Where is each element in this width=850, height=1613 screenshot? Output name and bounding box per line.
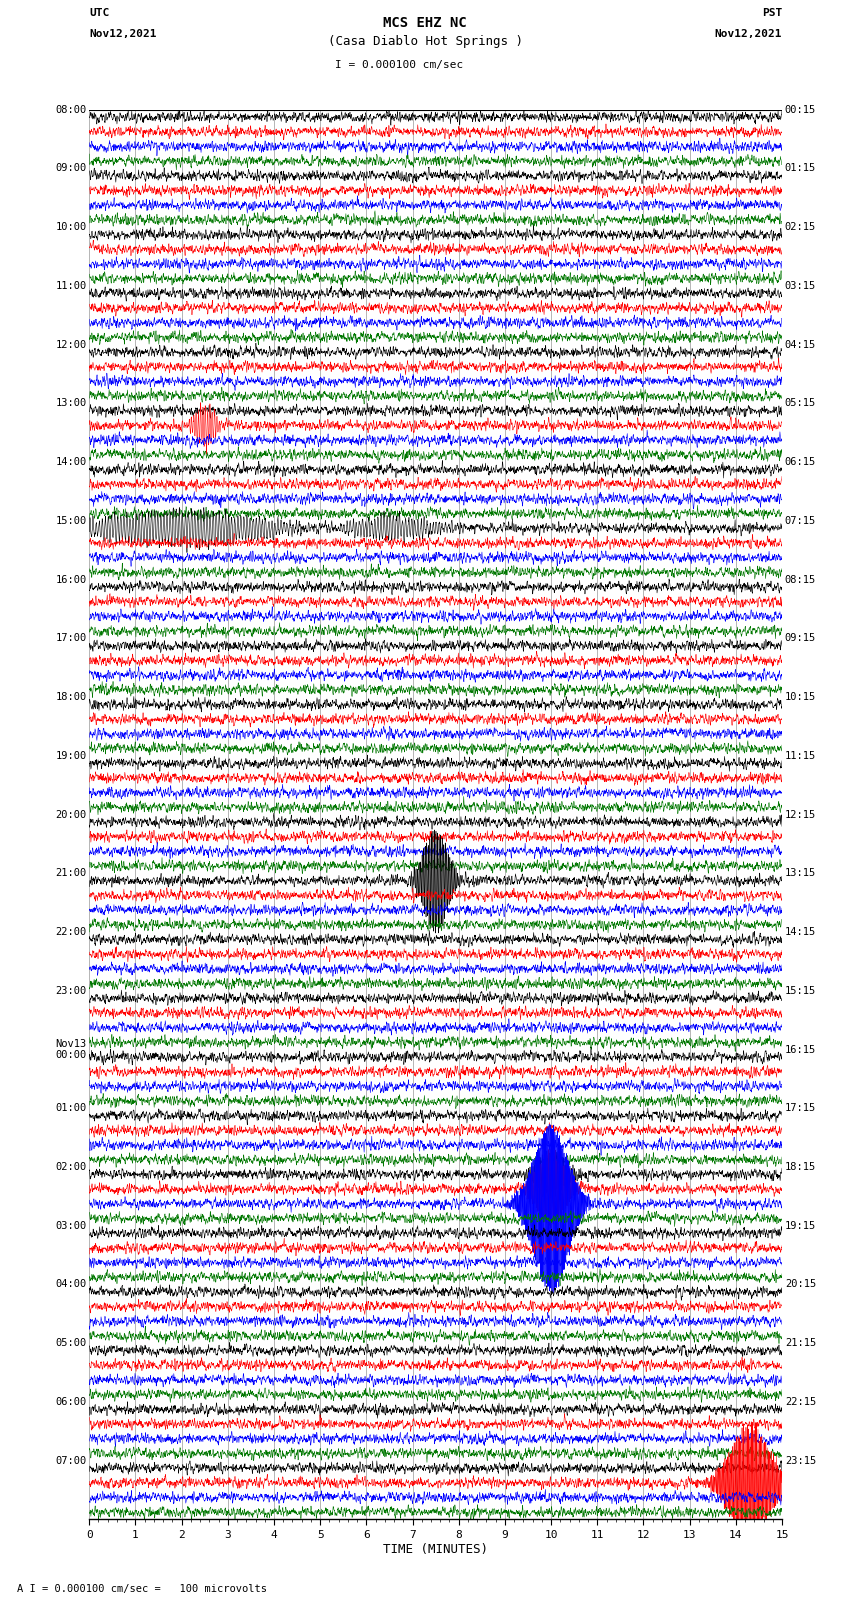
Text: (Casa Diablo Hot Springs ): (Casa Diablo Hot Springs ) — [327, 35, 523, 48]
Text: UTC: UTC — [89, 8, 110, 18]
X-axis label: TIME (MINUTES): TIME (MINUTES) — [383, 1542, 488, 1555]
Text: A I = 0.000100 cm/sec =   100 microvolts: A I = 0.000100 cm/sec = 100 microvolts — [17, 1584, 267, 1594]
Text: MCS EHZ NC: MCS EHZ NC — [383, 16, 467, 31]
Text: Nov12,2021: Nov12,2021 — [89, 29, 156, 39]
Text: I = 0.000100 cm/sec: I = 0.000100 cm/sec — [336, 60, 463, 69]
Text: PST: PST — [762, 8, 782, 18]
Text: Nov12,2021: Nov12,2021 — [715, 29, 782, 39]
